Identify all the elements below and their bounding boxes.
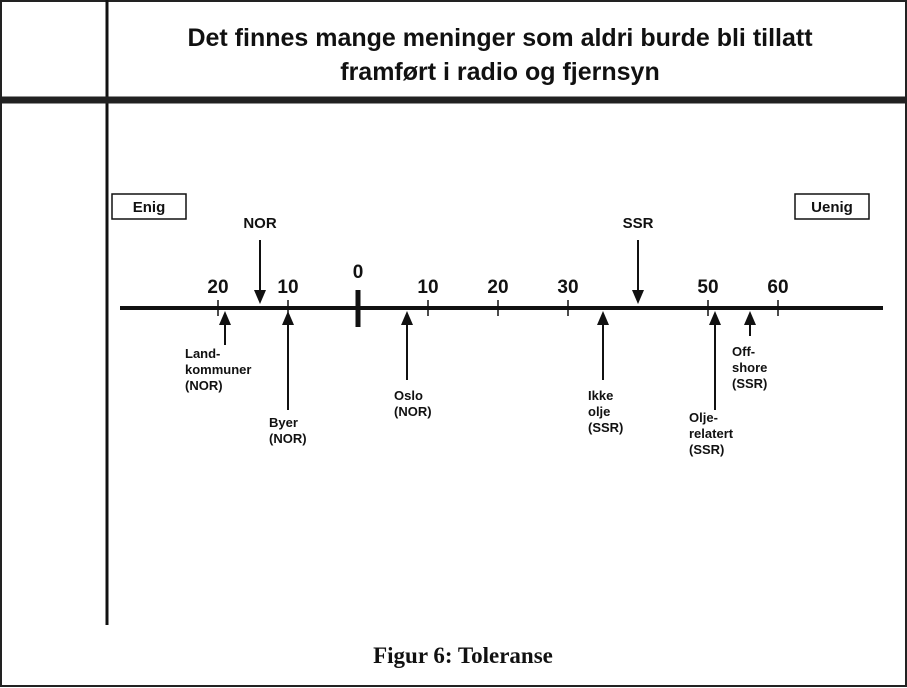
end-box xyxy=(794,193,870,220)
arrow-label: SSR xyxy=(623,215,654,232)
arrow-label: Oslo xyxy=(394,388,423,403)
arrow-head xyxy=(632,290,644,304)
tick-label: 10 xyxy=(277,277,298,298)
arrow-label: NOR xyxy=(243,215,277,232)
tick-label: 60 xyxy=(767,277,788,298)
arrow-head xyxy=(401,311,413,325)
arrow-head xyxy=(709,311,721,325)
arrow-label: relatert xyxy=(689,426,734,441)
caption: Figur 6: Toleranse xyxy=(373,643,553,668)
title-line: Det finnes mange meninger som aldri burd… xyxy=(187,24,813,52)
arrow-label: Land- xyxy=(185,346,220,361)
left-end-label: Enig xyxy=(133,199,166,216)
arrow-label: Ikke xyxy=(588,388,613,403)
arrow-label: kommuner xyxy=(185,362,251,377)
arrow-head xyxy=(219,311,231,325)
arrow-label: (SSR) xyxy=(588,420,623,435)
arrow-label: (SSR) xyxy=(732,376,767,391)
arrow-label: (NOR) xyxy=(394,404,432,419)
end-box xyxy=(111,193,187,220)
arrow-label: olje xyxy=(588,404,610,419)
tick-label: 10 xyxy=(417,277,438,298)
arrow-label: (NOR) xyxy=(269,431,307,446)
arrow-label: Olje- xyxy=(689,410,718,425)
right-end-label: Uenig xyxy=(811,199,853,216)
tick-label: 20 xyxy=(207,277,228,298)
arrow-label: Off- xyxy=(732,344,755,359)
tick-label: 0 xyxy=(353,262,364,283)
arrow-label: Byer xyxy=(269,415,298,430)
arrow-head xyxy=(744,311,756,325)
arrow-head xyxy=(254,290,266,304)
arrow-label: shore xyxy=(732,360,767,375)
tick-label: 20 xyxy=(487,277,508,298)
arrow-head xyxy=(282,311,294,325)
arrow-label: (SSR) xyxy=(689,442,724,457)
tick-label: 50 xyxy=(697,277,718,298)
arrow-head xyxy=(597,311,609,325)
arrow-label: (NOR) xyxy=(185,378,223,393)
title-line: framført i radio og fjernsyn xyxy=(340,58,659,86)
tick-label: 30 xyxy=(557,277,578,298)
